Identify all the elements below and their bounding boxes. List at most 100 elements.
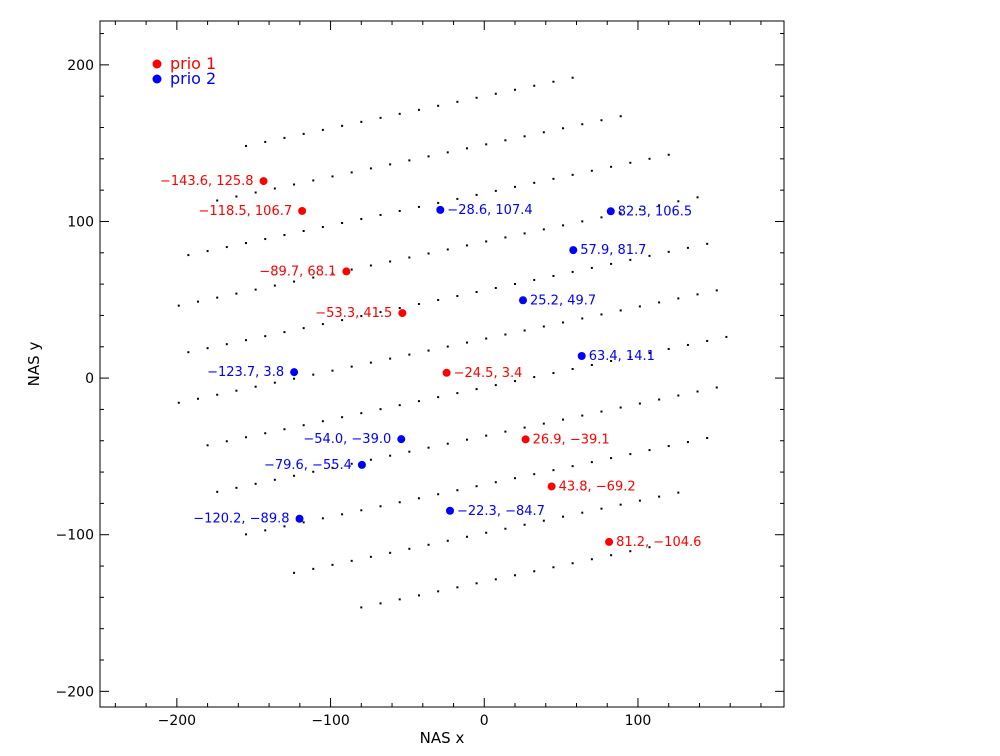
- grid-dot: [542, 131, 545, 134]
- grid-dot: [408, 353, 411, 356]
- grid-dot: [533, 473, 536, 476]
- grid-dot: [379, 116, 382, 119]
- grid-dot: [619, 212, 622, 215]
- grid-dot: [427, 543, 430, 546]
- grid-dot: [254, 288, 257, 291]
- data-point: [569, 246, 578, 255]
- grid-dot: [331, 175, 334, 178]
- grid-dot: [485, 143, 488, 146]
- grid-dot: [417, 303, 420, 306]
- grid-dot: [571, 562, 574, 565]
- grid-dot: [610, 554, 613, 557]
- grid-dot: [408, 159, 411, 162]
- grid-dot: [686, 246, 689, 249]
- grid-dot: [475, 96, 478, 99]
- grid-dot: [629, 258, 632, 261]
- point-label: 81.2, −104.6: [616, 535, 701, 550]
- grid-dot: [571, 173, 574, 176]
- grid-dot: [206, 250, 209, 253]
- data-point: [605, 537, 614, 546]
- data-point: [298, 206, 307, 215]
- grid-dot: [667, 250, 670, 253]
- grid-dot: [408, 450, 411, 453]
- grid-dot: [312, 470, 315, 473]
- grid-dot: [302, 424, 305, 427]
- grid-dot: [533, 278, 536, 281]
- grid-dot: [350, 268, 353, 271]
- grid-dot: [465, 341, 468, 344]
- grid-dot: [417, 205, 420, 208]
- grid-dot: [427, 252, 430, 255]
- grid-dot: [523, 232, 526, 235]
- grid-dot: [523, 329, 526, 332]
- grid-dot: [504, 236, 507, 239]
- axis-ticks: −200 −100 0 100 −200 −100 0 100 200: [56, 21, 784, 729]
- grid-dot: [321, 225, 324, 228]
- grid-dot: [677, 200, 680, 203]
- grid-dot: [283, 234, 286, 237]
- data-point: [436, 205, 445, 214]
- legend-marker: [152, 59, 162, 69]
- grid-dot: [667, 347, 670, 350]
- grid-dot: [581, 414, 584, 417]
- grid-dot: [542, 325, 545, 328]
- grid-dot: [446, 151, 449, 154]
- grid-dot: [648, 449, 651, 452]
- grid-dot: [658, 398, 661, 401]
- grid-dot: [542, 422, 545, 425]
- grid-dot: [427, 155, 430, 158]
- data-point: [442, 368, 451, 377]
- plot-frame: [99, 20, 785, 708]
- grid-dot: [283, 428, 286, 431]
- grid-dot: [648, 157, 651, 160]
- data-point: [445, 506, 454, 515]
- y-tick-label: −200: [56, 684, 94, 700]
- grid-dot: [235, 486, 238, 489]
- grid-dot: [446, 442, 449, 445]
- grid-dot: [581, 317, 584, 320]
- grid-dot: [350, 559, 353, 562]
- grid-dot: [465, 244, 468, 247]
- x-tick-label: −100: [311, 713, 349, 729]
- grid-dot: [254, 482, 257, 485]
- grid-dot: [590, 364, 593, 367]
- grid-dot: [571, 368, 574, 371]
- grid-dot: [677, 394, 680, 397]
- grid-dot: [264, 335, 267, 338]
- point-label: −143.6, 125.8: [160, 174, 254, 189]
- grid-dot: [206, 444, 209, 447]
- grid-dot: [494, 481, 497, 484]
- grid-dot: [341, 124, 344, 127]
- grid-dot: [245, 339, 248, 342]
- point-label: 43.8, −69.2: [559, 479, 636, 494]
- grid-dot: [321, 420, 324, 423]
- grid-dot: [494, 578, 497, 581]
- grid-dot: [206, 347, 209, 350]
- grid-dot: [302, 521, 305, 524]
- grid-dot: [494, 286, 497, 289]
- grid-dot: [177, 304, 180, 307]
- grid-dot: [216, 490, 219, 493]
- point-label: 57.9, 81.7: [580, 243, 646, 258]
- grid-dot: [715, 289, 718, 292]
- grid-dot: [523, 523, 526, 526]
- grid-dot: [667, 153, 670, 156]
- y-tick-label: 200: [67, 58, 94, 74]
- grid-dot: [312, 276, 315, 279]
- grid-dot: [369, 458, 372, 461]
- grid-dot: [264, 140, 267, 143]
- data-point: [259, 177, 268, 186]
- grid-dot: [312, 179, 315, 182]
- grid-dot: [437, 299, 440, 302]
- grid-dot: [552, 372, 555, 375]
- grid-dot: [273, 381, 276, 384]
- grid-dot: [398, 209, 401, 212]
- grid-dot: [514, 185, 517, 188]
- grid-dot: [571, 465, 574, 468]
- grid-dot: [417, 497, 420, 500]
- grid-dot: [398, 112, 401, 115]
- grid-dot: [696, 196, 699, 199]
- grid-dot: [706, 242, 709, 245]
- grid-dot: [677, 491, 680, 494]
- point-label: −54.0, −39.0: [303, 432, 391, 447]
